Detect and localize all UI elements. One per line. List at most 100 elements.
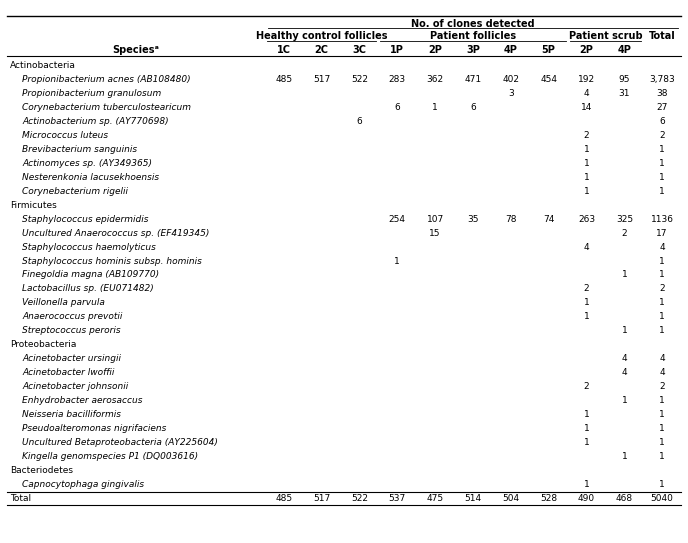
Text: Propionibacterium acnes (AB108480): Propionibacterium acnes (AB108480): [22, 75, 191, 84]
Text: 1: 1: [659, 424, 665, 433]
Text: Total: Total: [649, 31, 676, 41]
Text: 6: 6: [356, 117, 363, 125]
Text: 514: 514: [464, 494, 482, 503]
Text: 1: 1: [659, 299, 665, 307]
Text: 1: 1: [659, 270, 665, 280]
Text: Neisseria bacilliformis: Neisseria bacilliformis: [22, 411, 121, 419]
Text: 1: 1: [659, 144, 665, 154]
Text: 522: 522: [351, 75, 368, 84]
Text: Capnocytophaga gingivalis: Capnocytophaga gingivalis: [22, 480, 144, 489]
Text: Propionibacterium granulosum: Propionibacterium granulosum: [22, 89, 161, 98]
Text: 4: 4: [621, 355, 627, 363]
Text: 2: 2: [659, 285, 665, 293]
Text: 95: 95: [619, 75, 630, 84]
Text: 537: 537: [389, 494, 406, 503]
Text: 471: 471: [464, 75, 482, 84]
Text: 475: 475: [427, 494, 444, 503]
Text: 504: 504: [502, 494, 519, 503]
Text: Corynebacterium tuberculostearicum: Corynebacterium tuberculostearicum: [22, 103, 191, 112]
Text: 2C: 2C: [314, 45, 329, 55]
Text: Kingella genomspecies P1 (DQ003616): Kingella genomspecies P1 (DQ003616): [22, 452, 198, 462]
Text: 1: 1: [659, 480, 665, 489]
Text: 4: 4: [659, 355, 665, 363]
Text: 4P: 4P: [504, 45, 518, 55]
Text: 517: 517: [313, 494, 330, 503]
Text: Veillonella parvula: Veillonella parvula: [22, 299, 105, 307]
Text: 485: 485: [275, 75, 292, 84]
Text: Staphylococcus hominis subsp. hominis: Staphylococcus hominis subsp. hominis: [22, 256, 202, 266]
Text: Pseudoalteromonas nigrifaciens: Pseudoalteromonas nigrifaciens: [22, 424, 166, 433]
Text: 485: 485: [275, 494, 292, 503]
Text: 1: 1: [659, 187, 665, 195]
Text: 362: 362: [427, 75, 444, 84]
Text: Total: Total: [10, 494, 31, 503]
Text: 1: 1: [583, 299, 590, 307]
Text: 4: 4: [659, 368, 665, 377]
Text: 5P: 5P: [541, 45, 556, 55]
Text: 517: 517: [313, 75, 330, 84]
Text: 1136: 1136: [651, 214, 674, 224]
Text: 2: 2: [583, 382, 590, 392]
Text: 1: 1: [659, 452, 665, 462]
Text: 283: 283: [389, 75, 406, 84]
Text: Acinetobacter ursingii: Acinetobacter ursingii: [22, 355, 121, 363]
Text: 3,783: 3,783: [649, 75, 675, 84]
Text: 192: 192: [578, 75, 595, 84]
Text: 4P: 4P: [617, 45, 632, 55]
Text: Micrococcus luteus: Micrococcus luteus: [22, 131, 108, 140]
Text: 1: 1: [659, 438, 665, 447]
Text: 31: 31: [619, 89, 630, 98]
Text: 1: 1: [621, 270, 627, 280]
Text: 454: 454: [540, 75, 557, 84]
Text: 15: 15: [429, 229, 441, 237]
Text: No. of clones detected: No. of clones detected: [411, 19, 535, 29]
Text: Streptococcus peroris: Streptococcus peroris: [22, 326, 120, 336]
Text: 1: 1: [659, 312, 665, 321]
Text: Bacteriodetes: Bacteriodetes: [10, 466, 73, 475]
Text: 1: 1: [659, 411, 665, 419]
Text: 27: 27: [656, 103, 668, 112]
Text: 1: 1: [621, 396, 627, 406]
Text: 1: 1: [659, 173, 665, 181]
Text: 2: 2: [583, 285, 590, 293]
Text: 1: 1: [583, 159, 590, 168]
Text: 522: 522: [351, 494, 368, 503]
Text: 74: 74: [543, 214, 555, 224]
Text: 1: 1: [659, 396, 665, 406]
Text: 1: 1: [659, 159, 665, 168]
Text: Nesterenkonia lacusekhoensis: Nesterenkonia lacusekhoensis: [22, 173, 159, 181]
Text: 14: 14: [581, 103, 592, 112]
Text: Actinobacterium sp. (AY770698): Actinobacterium sp. (AY770698): [22, 117, 169, 125]
Text: 2: 2: [583, 131, 590, 140]
Text: Actinobacteria: Actinobacteria: [10, 61, 76, 70]
Text: 254: 254: [389, 214, 406, 224]
Text: Patient scrub: Patient scrub: [568, 31, 643, 41]
Text: Patient follicles: Patient follicles: [430, 31, 516, 41]
Text: Acinetobacter lwoffii: Acinetobacter lwoffii: [22, 368, 114, 377]
Text: Staphylococcus epidermidis: Staphylococcus epidermidis: [22, 214, 149, 224]
Text: 1: 1: [583, 480, 590, 489]
Text: 1: 1: [659, 326, 665, 336]
Text: 1P: 1P: [390, 45, 405, 55]
Text: Staphylococcus haemolyticus: Staphylococcus haemolyticus: [22, 243, 156, 251]
Text: 38: 38: [656, 89, 668, 98]
Text: 2P: 2P: [428, 45, 442, 55]
Text: Healthy control follicles: Healthy control follicles: [256, 31, 387, 41]
Text: 263: 263: [578, 214, 595, 224]
Text: 1: 1: [583, 411, 590, 419]
Text: 1: 1: [583, 187, 590, 195]
Text: Firmicutes: Firmicutes: [10, 200, 56, 210]
Text: Uncultured Betaproteobacteria (AY225604): Uncultured Betaproteobacteria (AY225604): [22, 438, 218, 447]
Text: Acinetobacter johnsonii: Acinetobacter johnsonii: [22, 382, 128, 392]
Text: 1: 1: [583, 144, 590, 154]
Text: 528: 528: [540, 494, 557, 503]
Text: 2: 2: [659, 382, 665, 392]
Text: 35: 35: [467, 214, 479, 224]
Text: 1: 1: [583, 438, 590, 447]
Text: 107: 107: [427, 214, 444, 224]
Text: 4: 4: [583, 89, 590, 98]
Text: 1: 1: [621, 326, 627, 336]
Text: 3P: 3P: [466, 45, 480, 55]
Text: 1: 1: [394, 256, 400, 266]
Text: 468: 468: [616, 494, 633, 503]
